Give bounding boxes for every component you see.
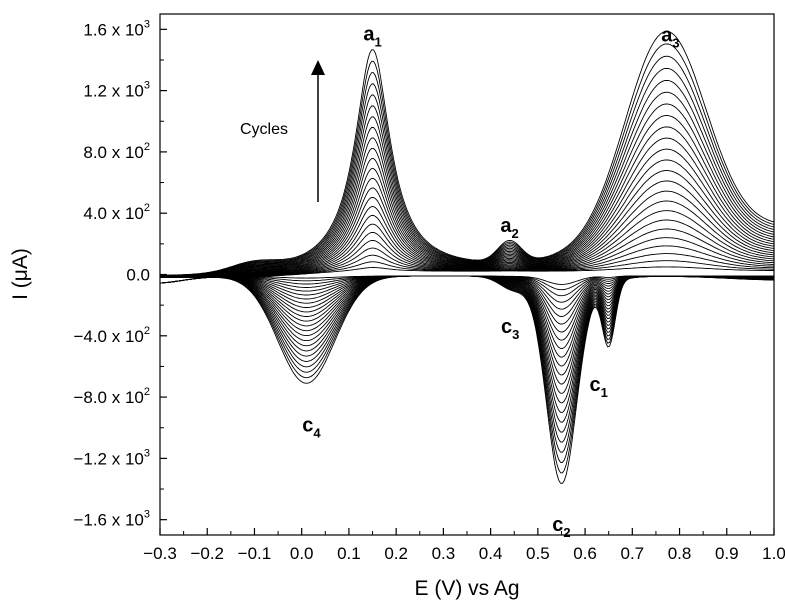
y-tick-label: −4.0 x 102 [73,325,150,346]
y-tick-label: −8.0 x 102 [73,386,150,407]
peak-label-a1: a1 [363,23,381,49]
x-tick-label: 0.4 [479,544,503,563]
x-tick-label: 1.0 [762,544,785,563]
y-tick-label: 4.0 x 102 [83,202,150,223]
y-tick-label: 0.0 [126,266,150,285]
x-tick-label: −0.3 [143,544,177,563]
cv-cycle-line [159,31,775,484]
cv-cycle-line [159,43,775,474]
x-tick-label: −0.1 [238,544,272,563]
x-axis-title: E (V) vs Ag [414,577,519,600]
axes: −0.3 −0.2 −0.1 0.0 0.1 0.2 0.3 0.4 0.5 0.6 0.7 0.8 0… [73,18,785,563]
x-tick-label: −0.2 [190,544,224,563]
x-tick-label: 0.9 [715,544,739,563]
annotations: Cycles a1 a2 a3 c1 c2 c3 c4 [240,23,680,540]
x-tick-label: 0.7 [620,544,644,563]
x-tick-label: 0.0 [290,544,314,563]
peak-label-a2: a2 [500,215,518,241]
peak-label-a3: a3 [661,24,679,50]
y-tick-label: −1.2 x 103 [73,447,150,468]
x-tick-label: 0.8 [668,544,692,563]
x-tick-label: 0.3 [432,544,456,563]
x-tick-label: 0.6 [573,544,597,563]
cycles-arrow-head [311,60,325,75]
y-tick-label: 1.6 x 103 [83,18,150,39]
y-axis-title: I (μA) [9,248,32,300]
x-tick-label: 0.1 [337,544,361,563]
y-tick-label: −1.6 x 103 [73,509,150,530]
peak-label-c4: c4 [302,414,321,440]
x-tick-label: 0.2 [384,544,408,563]
peak-label-c1: c1 [590,374,608,400]
y-tick-label: 1.2 x 103 [83,80,150,101]
y-tick-label: 8.0 x 102 [83,141,150,162]
x-tick-label: 0.5 [526,544,550,563]
cv-curves [159,31,775,484]
cycles-label: Cycles [240,121,288,138]
peak-label-c3: c3 [501,316,519,342]
peak-label-c2: c2 [552,514,570,540]
